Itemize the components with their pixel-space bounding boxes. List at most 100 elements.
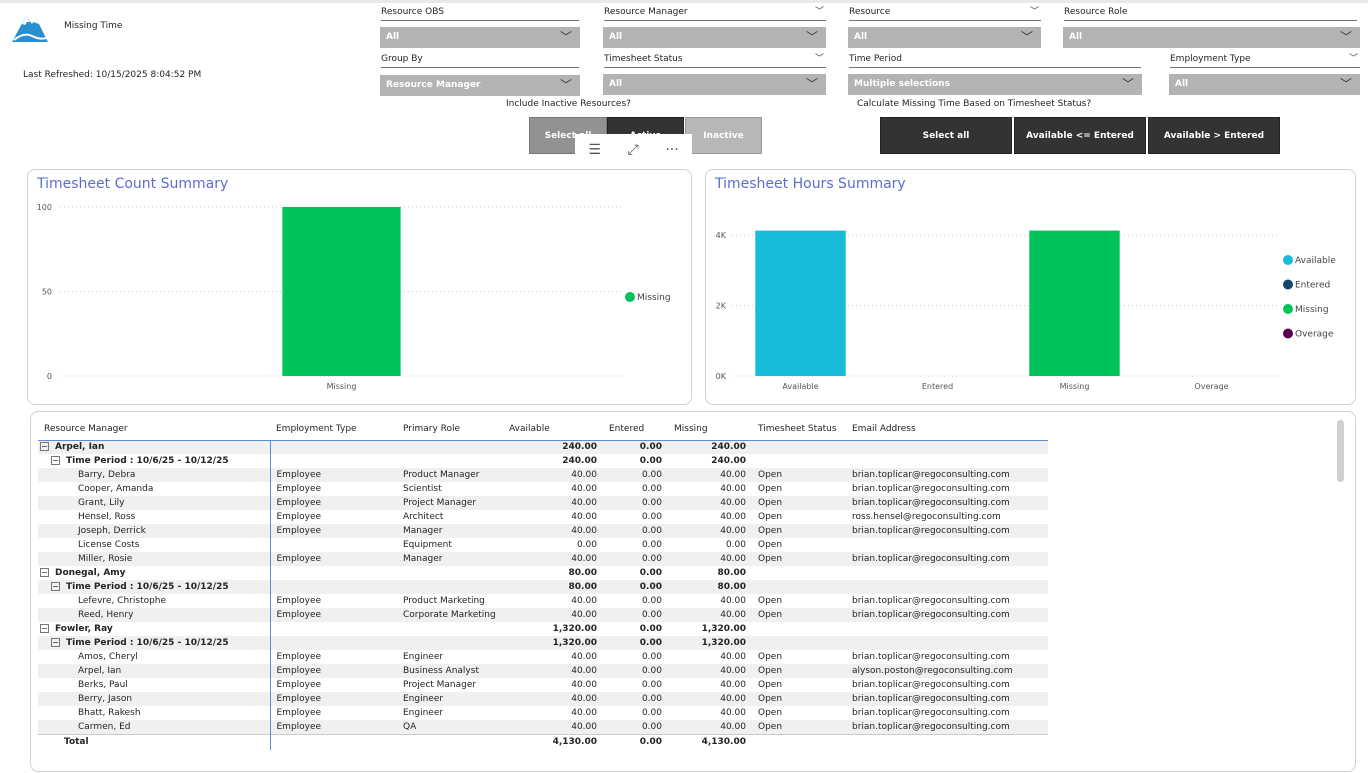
timesheet-status-dropdown[interactable]: All ﹀ [603, 74, 826, 95]
last-refreshed-text: Last Refreshed: 10/15/2025 8:04:52 PM [23, 70, 202, 80]
collapse-icon[interactable]: − [40, 624, 49, 633]
x-tick-label: Entered [922, 382, 953, 391]
collapse-icon[interactable]: − [51, 456, 60, 465]
chevron-down-icon[interactable]: ﹀ [1348, 54, 1358, 64]
missing-cell: 40.00 [720, 484, 746, 494]
row-label: Joseph, Derrick [78, 526, 146, 536]
table-scrollbar[interactable] [1337, 420, 1344, 482]
bar-available[interactable] [755, 230, 846, 376]
bar-missing[interactable] [1029, 230, 1120, 376]
available-cell: 40.00 [503, 720, 603, 734]
chevron-down-icon[interactable]: ﹀ [1029, 7, 1039, 17]
employment-type-cell [270, 538, 397, 552]
collapse-icon[interactable]: − [40, 442, 49, 452]
email-cell: brian.toplicar@regoconsulting.com [846, 720, 1048, 734]
available-cell: 240.00 [503, 440, 603, 454]
column-header[interactable]: Email Address [846, 418, 1048, 441]
entered-cell: 0.00 [603, 636, 668, 650]
available-gt-entered-button[interactable]: Available > Entered [1148, 117, 1280, 154]
chevron-down-icon[interactable]: ﹀ [814, 54, 824, 64]
chevron-down-icon[interactable]: ﹀ [814, 7, 824, 17]
available-cell: 40.00 [571, 652, 597, 662]
column-header[interactable]: Missing [668, 418, 752, 441]
primary-role-cell [397, 636, 503, 650]
collapse-icon[interactable]: − [40, 568, 49, 577]
row-label: Donegal, Amy [55, 568, 126, 578]
count-summary-card: Timesheet Count Summary 0 50 100 Missing Mis… [27, 169, 692, 405]
x-tick-label: Available [782, 382, 818, 391]
name-cell: − Time Period : 10/6/25 - 10/12/25 [38, 580, 271, 594]
table-row: Carmen, Ed Employee QA 40.00 0.00 40.00 Open br… [38, 720, 1048, 734]
name-cell: Berks, Paul [38, 678, 271, 692]
table-row: Reed, Henry Employee Corporate Marketing 40… [38, 608, 1048, 622]
resource-dropdown[interactable]: All ﹀ [848, 27, 1041, 48]
group-row: − Donegal, Amy 80.00 0.00 80.00 [38, 566, 1048, 580]
resource-obs-dropdown[interactable]: All ﹀ [380, 27, 580, 48]
entered-cell: 0.00 [603, 664, 668, 678]
email-cell: brian.toplicar@regoconsulting.com [852, 652, 1010, 662]
x-tick-label: Overage [1194, 382, 1228, 391]
chevron-down-icon: ﹀ [559, 30, 572, 44]
resource-manager-dropdown[interactable]: All ﹀ [603, 27, 826, 48]
time-period-dropdown[interactable]: Multiple selections ﹀ [848, 74, 1142, 95]
timesheet-status-cell: Open [752, 468, 846, 482]
primary-role-cell: Corporate Marketing [397, 608, 503, 622]
include-inactive-label: Include Inactive Resources? [506, 99, 631, 109]
legend-marker [1283, 304, 1293, 314]
inactive-button[interactable]: Inactive [685, 117, 762, 154]
entered-cell: 0.00 [639, 624, 662, 634]
column-header[interactable]: Timesheet Status [752, 418, 846, 441]
timesheet-status-cell [752, 580, 846, 594]
table-row: Arpel, Ian Employee Business Analyst 40.00 0… [38, 664, 1048, 678]
employment-type-cell: Employee [276, 708, 322, 718]
available-cell: 80.00 [568, 568, 597, 578]
visual-header-toolbar: ☰ ⤢ ··· [575, 134, 692, 166]
timesheet-status-cell: Open [752, 552, 846, 566]
chevron-down-icon: ﹀ [805, 77, 818, 91]
total-label: Total [38, 733, 271, 750]
timesheet-status-cell [752, 636, 846, 650]
column-header[interactable]: Employment Type [270, 418, 397, 441]
column-header[interactable]: Entered [603, 418, 668, 441]
calc-select-all-button[interactable]: Select all [880, 117, 1012, 154]
resource-role-dropdown[interactable]: All ﹀ [1063, 27, 1360, 48]
empty-cell [270, 733, 397, 750]
primary-role-cell: Manager [397, 552, 503, 566]
email-cell: brian.toplicar@regoconsulting.com [852, 680, 1010, 690]
focus-mode-icon[interactable]: ⤢ [627, 142, 639, 158]
available-cell: 40.00 [571, 484, 597, 494]
collapse-icon[interactable]: − [51, 638, 60, 647]
available-cell: 40.00 [503, 664, 603, 678]
column-header[interactable]: Available [503, 418, 603, 441]
available-lte-entered-button[interactable]: Available <= Entered [1014, 117, 1146, 154]
legend-label: Missing [637, 293, 671, 303]
entered-cell: 0.00 [641, 596, 662, 606]
email-cell [846, 538, 1048, 552]
employment-type-dropdown[interactable]: All ﹀ [1169, 74, 1360, 95]
collapse-icon[interactable]: − [51, 582, 60, 591]
filter-icon[interactable]: ☰ [588, 142, 601, 158]
column-header[interactable]: Resource Manager [38, 418, 270, 441]
missing-cell: 80.00 [717, 568, 746, 578]
table-row: Joseph, Derrick Employee Manager 40.00 0.00 4… [38, 524, 1048, 538]
subgroup-row: − Time Period : 10/6/25 - 10/12/25 1,320.0… [38, 636, 1048, 650]
more-options-icon[interactable]: ··· [665, 142, 679, 158]
entered-cell: 0.00 [603, 692, 668, 706]
email-cell [846, 622, 1048, 636]
available-cell: 40.00 [503, 552, 603, 566]
hours-chart-svg: 0K 2K 4K Available Entered Missing Overage Avai… [716, 230, 1336, 391]
entered-cell: 0.00 [641, 652, 662, 662]
group-by-dropdown[interactable]: Resource Manager ﹀ [380, 75, 580, 96]
resource-label: Resource ﹀ [849, 5, 1041, 21]
row-label: Time Period : 10/6/25 - 10/12/25 [66, 638, 229, 648]
bar-missing[interactable] [282, 207, 401, 376]
entered-cell: 0.00 [603, 608, 668, 622]
row-label: Lefevre, Christophe [78, 596, 167, 606]
timesheet-status-cell: Open [752, 608, 846, 622]
column-header[interactable]: Primary Role [397, 418, 503, 441]
missing-cell: 1,320.00 [668, 636, 752, 650]
email-cell: ross.hensel@regoconsulting.com [852, 512, 1001, 522]
row-label: Bhatt, Rakesh [78, 708, 141, 718]
entered-cell: 0.00 [603, 440, 668, 454]
available-cell: 80.00 [503, 580, 603, 594]
